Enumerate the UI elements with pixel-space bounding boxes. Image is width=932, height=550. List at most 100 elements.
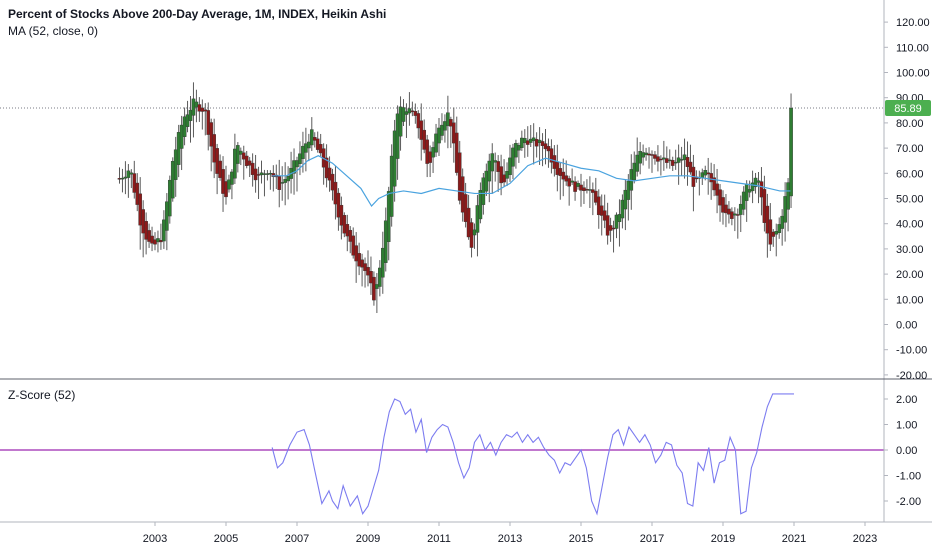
candle-up (635, 154, 640, 172)
candle-up (703, 170, 708, 176)
ma-line (272, 154, 791, 208)
zscore-tick-label: 0.00 (896, 445, 917, 457)
candle-up (446, 112, 450, 127)
candle-up (389, 155, 394, 217)
candle-down (153, 239, 157, 245)
candle-up (440, 124, 444, 136)
price-tick-label: 110.00 (896, 42, 929, 54)
zscore-tick-label: 2.00 (896, 394, 917, 406)
candle-down (653, 154, 657, 159)
candle-up (395, 113, 400, 159)
candle-down (599, 205, 604, 216)
candle-down (357, 253, 361, 267)
candle-down (422, 129, 427, 150)
zscore-legend: Z-Score (52) (8, 388, 76, 402)
candle-down (670, 160, 675, 166)
candle-down (561, 171, 566, 180)
candle-up (733, 213, 737, 216)
candle-up (262, 173, 267, 175)
candle-up (741, 191, 746, 210)
candle-up (259, 172, 264, 176)
candle-up (375, 284, 379, 289)
candle-up (170, 161, 175, 199)
candle-down (608, 225, 613, 231)
candle-down (706, 172, 711, 175)
candle-up (129, 172, 134, 175)
candle-up (162, 219, 166, 242)
candle-up (309, 129, 314, 146)
candle-up (120, 177, 125, 180)
candle-down (546, 146, 551, 152)
candle-up (626, 180, 631, 200)
candle-down (552, 155, 557, 169)
candle-down (502, 174, 506, 183)
candle-down (413, 111, 418, 116)
candle-up (304, 143, 308, 153)
candle-up (298, 153, 302, 164)
candle-down (206, 110, 211, 135)
candle-down (715, 183, 719, 196)
candle-up (434, 133, 438, 153)
candle-down (602, 210, 607, 221)
candle-down (209, 122, 214, 147)
time-tick-label: 2007 (285, 533, 309, 545)
candle-down (709, 173, 713, 183)
candle-down (466, 207, 471, 238)
candle-down (540, 141, 545, 146)
candle-down (318, 144, 323, 154)
candle-up (632, 162, 637, 181)
candle-down (345, 224, 350, 237)
candle-down (428, 151, 432, 163)
candle-up (667, 159, 672, 162)
candle-up (404, 111, 409, 115)
candle-up (738, 203, 743, 215)
time-tick-label: 2015 (569, 533, 593, 545)
candle-up (283, 179, 287, 183)
candle-up (638, 151, 642, 164)
candle-up (188, 109, 193, 121)
candle-down (339, 204, 344, 226)
candle-down (664, 158, 669, 163)
candle-down (469, 222, 474, 248)
candle-up (156, 238, 160, 243)
candle-up (774, 231, 779, 235)
time-tick-label: 2009 (356, 533, 380, 545)
candle-down (573, 181, 577, 192)
candle-up (227, 179, 231, 190)
candle-down (333, 181, 338, 205)
candle-up (236, 145, 240, 164)
candle-up (487, 160, 492, 182)
ma-legend: MA (52, close, 0) (8, 24, 99, 38)
candle-down (451, 122, 456, 144)
candle-down (558, 168, 563, 176)
candle-down (525, 140, 530, 145)
candle-up (786, 182, 790, 210)
last-value-badge (885, 100, 931, 117)
price-tick-label: -10.00 (896, 345, 927, 357)
candle-up (744, 183, 749, 201)
zscore-pane (0, 393, 884, 516)
candle-up (750, 182, 755, 192)
candle-up (386, 191, 391, 242)
chart-title: Percent of Stocks Above 200-Day Average,… (8, 7, 387, 21)
candle-down (611, 227, 616, 230)
candle-up (380, 247, 385, 278)
candle-down (277, 175, 282, 190)
candle-up (475, 205, 480, 233)
zscore-tick-label: 1.00 (896, 420, 917, 432)
candle-down (138, 193, 143, 226)
time-tick-label: 2005 (214, 533, 238, 545)
candle-down (555, 161, 560, 175)
candle-up (398, 106, 403, 137)
candle-up (383, 220, 388, 263)
candle-down (564, 175, 569, 182)
candle-up (179, 124, 184, 149)
candle-down (656, 156, 660, 162)
candle-down (354, 245, 358, 262)
candle-down (735, 214, 740, 216)
candle-up (676, 157, 681, 163)
candle-up (173, 149, 178, 180)
candle-down (241, 152, 246, 160)
candle-down (250, 162, 255, 175)
candle-up (641, 152, 645, 158)
